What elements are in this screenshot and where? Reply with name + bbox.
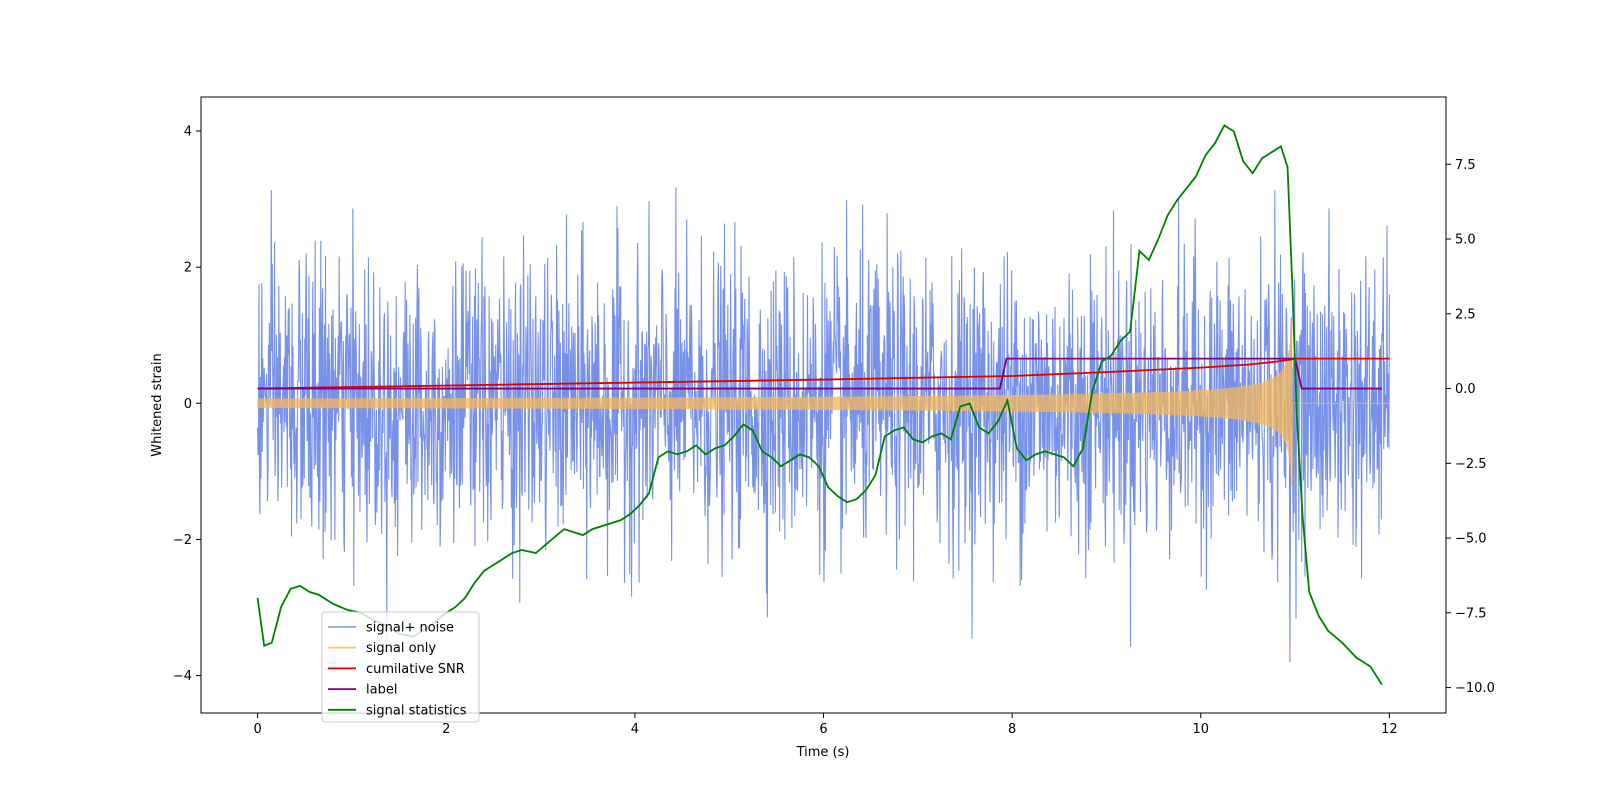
x-tick-label: 8 [1008,722,1016,737]
series-signal-statistics [256,124,1383,686]
legend-label: signal+ noise [366,621,454,636]
y-tick-label: −2 [173,533,192,548]
x-tick-label: 10 [1192,722,1209,737]
legend-label: cumilative SNR [366,662,465,677]
y2-tick-label: −7.5 [1455,606,1487,621]
y-tick-label: 4 [184,125,192,140]
y-tick-label: 0 [184,397,192,412]
x-tick-label: 12 [1381,722,1398,737]
y2-tick-label: −5.0 [1455,532,1487,547]
y2-tick-label: −2.5 [1455,457,1487,472]
y-tick-label: −4 [173,669,192,684]
series-signal-only-line [257,319,1390,487]
legend: signal+ noise signal only cumilative SNR la… [321,611,480,723]
legend-label: label [366,683,397,698]
y2-tick-label: 2.5 [1455,307,1476,322]
y2-tick-label: −10.0 [1455,681,1495,696]
y-axis-left: −4 −2 0 2 4 [173,125,201,684]
y2-tick-label: 0.0 [1455,382,1476,397]
x-tick-label: 2 [442,722,450,737]
right-axis-series [256,124,1390,686]
legend-label: signal statistics [366,703,467,718]
y-axis-right: −10.0 −7.5 −5.0 −2.5 0.0 2.5 5.0 7.5 [1446,158,1495,696]
x-tick-label: 6 [819,722,827,737]
series-signal-only [257,319,1390,487]
y2-tick-label: 7.5 [1455,158,1476,173]
x-axis-label: Time (s) [796,745,850,760]
legend-label: signal only [366,641,436,656]
series-label [257,357,1382,390]
x-tick-label: 4 [631,722,639,737]
y2-tick-label: 5.0 [1455,233,1476,248]
x-tick-label: 0 [253,722,261,737]
y-axis-label: Whitened strain [150,353,165,456]
plot-area [256,124,1390,686]
y-tick-label: 2 [184,261,192,276]
legend-box [321,611,480,723]
